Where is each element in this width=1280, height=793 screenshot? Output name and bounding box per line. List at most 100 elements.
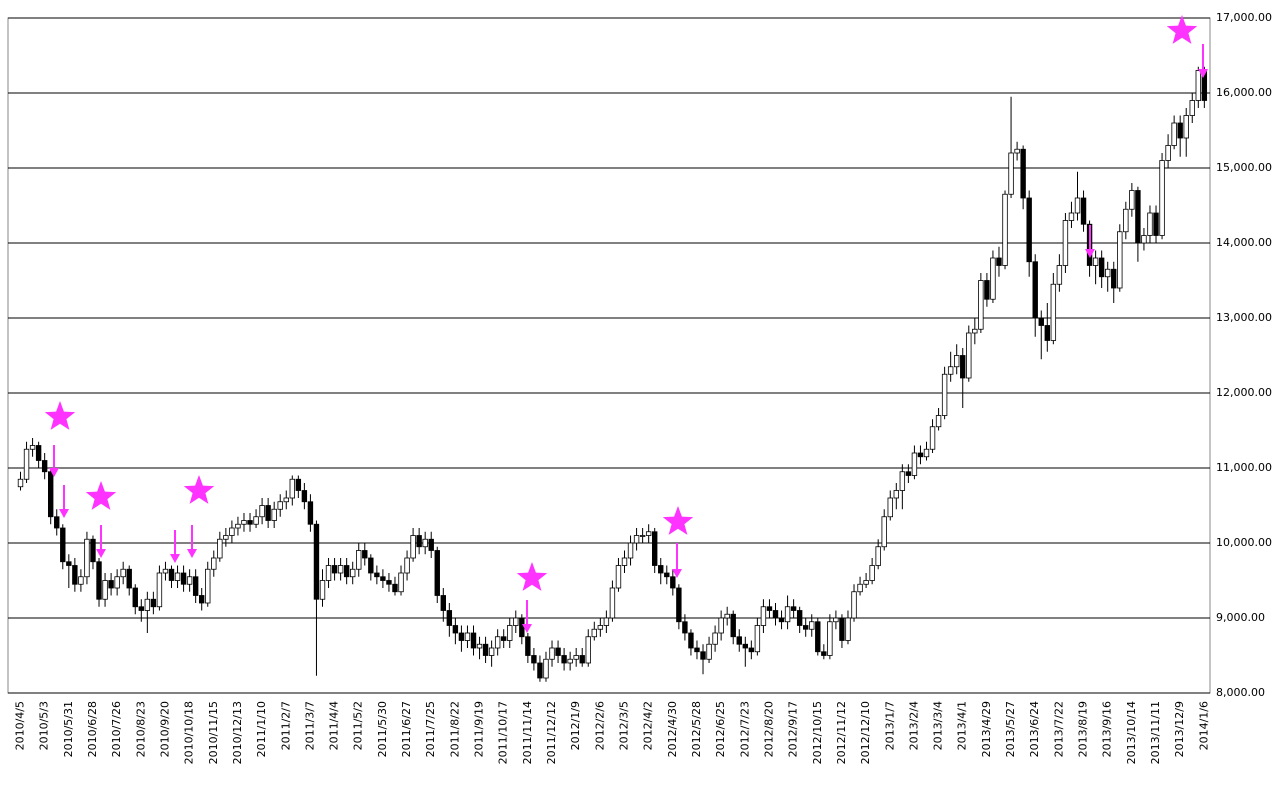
x-tick-label: 2010/9/20 [158,701,171,757]
arrow-head [59,509,69,518]
candle-body [283,497,289,503]
x-tick-label: 2012/3/5 [618,701,631,750]
candle-body [35,445,42,461]
candle-body [289,478,295,499]
candle-body [343,565,350,578]
candle-body [923,448,930,458]
arrow-head [522,624,532,633]
candle-body [482,643,489,656]
candle-body [362,550,368,559]
candle-body [857,583,863,593]
candle-body [48,471,54,518]
candle-body [537,662,543,679]
candle-body [712,632,718,645]
candle-body [464,632,471,641]
candle-body [84,538,90,578]
star-marker [183,475,215,504]
x-tick-label: 2012/5/28 [690,701,703,757]
candle-body [253,516,259,525]
candle-body [132,587,138,608]
arrow-head [1085,249,1095,258]
candle-body [368,557,374,574]
candle-body [525,636,531,656]
candle-body [585,636,591,664]
candle-body [1195,70,1201,101]
x-tick-label: 2011/2/7 [279,701,292,750]
candle-body [120,568,126,578]
candle-body [778,617,785,623]
candle-body [688,632,694,649]
candle-body [670,576,676,589]
x-tick-label: 2010/5/3 [38,701,51,750]
candle-body [972,328,978,334]
candle-body [1105,268,1111,278]
candle-body [996,257,1002,266]
x-tick-label: 2010/10/18 [183,701,196,764]
candle-body [114,576,120,589]
candle-body [621,557,628,566]
candle-body [1056,265,1063,285]
candle-body [905,471,912,476]
candle-body [265,505,271,521]
candle-body [337,565,344,574]
candle-body [325,565,332,581]
candle-body [603,617,610,626]
candle-body [893,490,899,499]
candle-body [579,655,585,664]
candle-body [374,572,380,578]
x-tick-label: 2013/12/9 [1173,701,1186,757]
candle-body [1002,193,1008,266]
y-tick-label: 8,000.00 [1216,686,1265,699]
star-marker [1166,15,1198,44]
x-tick-label: 2013/7/22 [1052,701,1065,757]
candle-body [96,561,102,600]
candle-body [682,621,688,634]
x-tick-label: 2012/9/17 [787,701,800,757]
candle-body [676,587,682,623]
candle-body [307,501,314,525]
candle-body [488,647,495,656]
candle-body [567,658,573,664]
candle-body [470,632,477,649]
candle-body [271,508,277,521]
candle-body [380,576,386,581]
candle-body [1044,325,1050,341]
x-tick-label: 2011/5/30 [376,701,389,757]
candle-body [627,542,634,559]
candle-body [452,625,459,634]
candle-body [507,625,513,641]
x-tick-label: 2011/7/25 [424,701,437,757]
candle-body [875,546,881,566]
candle-body [162,568,169,574]
candle-body [543,658,549,679]
candle-body [410,535,416,559]
candle-body [186,576,193,585]
candle-body [247,520,253,525]
candle-body [386,580,392,585]
candle-body [108,580,114,589]
x-tick-label: 2013/3/4 [932,701,945,750]
candle-body [223,535,229,540]
candle-body [652,531,658,566]
candle-body [168,568,175,581]
candle-body [911,452,918,476]
star-marker [44,401,76,430]
candle-body [851,591,857,619]
x-tick-label: 2011/6/27 [400,701,413,757]
candle-body [1129,190,1135,210]
candle-body [500,636,507,641]
x-tick-label: 2011/12/12 [545,701,558,764]
x-tick-label: 2013/9/16 [1101,701,1114,757]
candle-body [41,460,48,473]
candle-body [126,568,132,589]
candle-body [1117,231,1123,289]
candle-body [784,606,791,623]
candle-body [1171,122,1177,146]
x-tick-label: 2012/8/20 [762,701,775,757]
x-tick-label: 2010/4/5 [14,701,27,750]
candle-body [748,647,755,653]
candle-body [458,632,465,641]
candle-body [1177,122,1183,139]
x-tick-label: 2010/5/31 [62,701,75,757]
candle-body [319,580,326,600]
